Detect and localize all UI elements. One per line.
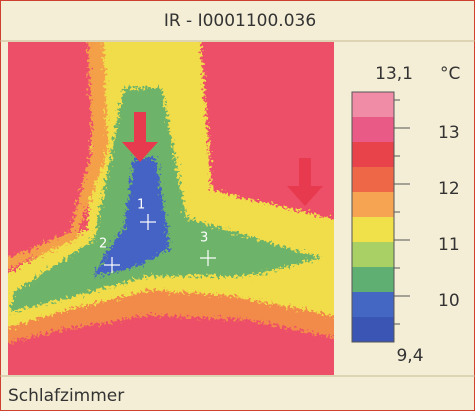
orange-edge xyxy=(8,42,108,269)
scale-tick-label: 13 xyxy=(438,123,460,143)
title: IR - I0001100.036 xyxy=(164,11,316,31)
marker-label: 1 xyxy=(137,198,145,213)
marker-label: 2 xyxy=(99,237,107,252)
thermal-image: 1 2 3 xyxy=(8,42,334,375)
arrow xyxy=(287,158,323,206)
scale-max: 13,1 xyxy=(375,64,413,84)
arrow xyxy=(122,112,158,162)
scale-tick-label: 12 xyxy=(438,179,460,199)
crosshairs xyxy=(104,214,216,273)
scale-min: 9,4 xyxy=(396,346,423,366)
scale-tick-label: 10 xyxy=(438,291,460,311)
cold-spot xyxy=(94,158,170,276)
green-zone xyxy=(10,88,322,312)
caption: Schlafzimmer xyxy=(8,386,124,406)
color-bar xyxy=(351,91,410,343)
scale-unit: °C xyxy=(440,64,460,84)
marker-label: 3 xyxy=(200,231,208,246)
scale-tick-label: 11 xyxy=(438,235,460,255)
